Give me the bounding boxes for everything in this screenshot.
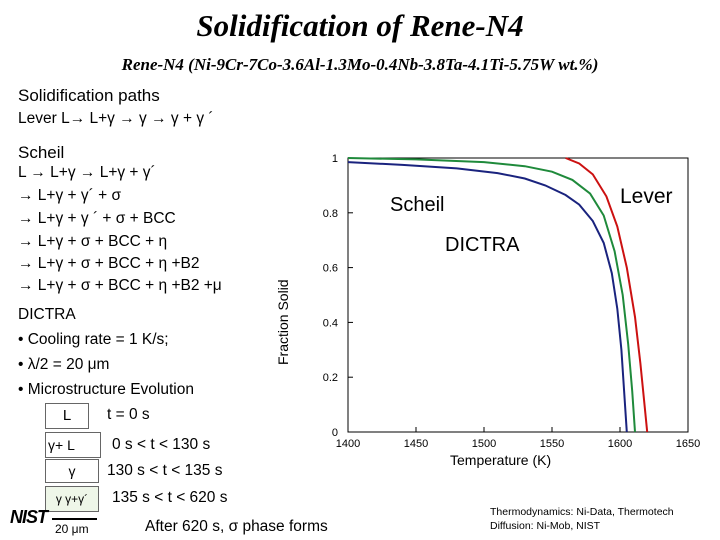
x-tick-label: 1650 <box>676 438 700 450</box>
scale-bar-label: 20 μm <box>55 522 89 536</box>
credit-thermo: Thermodynamics: Ni-Data, Thermotech <box>490 506 674 518</box>
time-range: 0 s < t < 130 s <box>112 436 211 453</box>
y-tick-label: 0.6 <box>323 263 338 275</box>
y-tick-label: 0.4 <box>323 317 338 329</box>
series-line-scheil <box>347 161 628 433</box>
scale-bar <box>52 518 97 520</box>
x-tick-label: 1600 <box>608 438 632 450</box>
credit-diffusion: Diffusion: Ni-Mob, NIST <box>490 520 601 532</box>
scheil-step: → L+γ + γ ´ + σ + BCC <box>18 210 176 227</box>
plot-frame <box>347 157 689 433</box>
section-heading: Solidification paths <box>18 86 160 105</box>
lever-path: Lever L→ L+γ → γ → γ + γ ´ <box>18 110 214 127</box>
slide-title: Solidification of Rene-N4 <box>196 8 524 43</box>
scheil-step: → L+γ + γ´ + σ <box>18 187 122 204</box>
time-range: t = 0 s <box>107 406 150 423</box>
dictra-bullet: • λ/2 = 20 μm <box>18 356 110 373</box>
phase-box-liquid: L <box>45 403 89 429</box>
x-tick-label: 1400 <box>336 438 360 450</box>
annotation-scheil: Scheil <box>390 194 445 216</box>
dictra-bullet: • Cooling rate = 1 K/s; <box>18 331 169 348</box>
x-tick-label: 1500 <box>472 438 496 450</box>
dictra-heading: DICTRA <box>18 306 76 323</box>
series-line-dictra <box>347 157 636 433</box>
nist-logo: NIST <box>10 507 48 527</box>
scheil-step: → L+γ + σ + BCC + η <box>18 233 168 250</box>
scheil-step: → L+γ + σ + BCC + η +B2 +μ <box>18 277 222 294</box>
y-tick-label: 0.8 <box>323 208 338 220</box>
scheil-step: → L+γ + σ + BCC + η +B2 <box>18 255 200 272</box>
annotation-lever: Lever <box>620 185 673 208</box>
slide-subtitle: Rene-N4 (Ni-9Cr-7Co-3.6Al-1.3Mo-0.4Nb-3.… <box>121 55 599 74</box>
fraction-solid-chart: 0 0.2 0.4 0.6 0.8 1 1400 1450 1500 1550 1600 1650 <box>323 153 701 450</box>
x-axis-title: Temperature (K) <box>450 452 552 468</box>
y-tick-label: 1 <box>332 153 338 165</box>
series-line-lever <box>565 157 649 433</box>
scheil-step: L → L+γ → L+γ + γ´ <box>18 164 156 181</box>
phase-box-gamma-liquid: γ+ L <box>45 432 101 458</box>
x-tick-label: 1450 <box>404 438 428 450</box>
dictra-bullet: • Microstructure Evolution <box>18 381 194 398</box>
y-tick-label: 0 <box>332 427 338 439</box>
phase-box-gamma: γ <box>45 459 99 483</box>
x-tick-label: 1550 <box>540 438 564 450</box>
time-range: 130 s < t < 135 s <box>107 462 223 479</box>
sigma-note: After 620 s, σ phase forms <box>145 518 328 535</box>
time-range: 135 s < t < 620 s <box>112 489 228 506</box>
phase-box-gamma-gammaprime: γ γ+γ´ <box>45 486 99 512</box>
annotation-dictra: DICTRA <box>445 234 520 256</box>
y-tick-label: 0.2 <box>323 372 338 384</box>
y-axis-title: Fraction Solid <box>275 279 291 365</box>
scheil-heading: Scheil <box>18 143 65 162</box>
